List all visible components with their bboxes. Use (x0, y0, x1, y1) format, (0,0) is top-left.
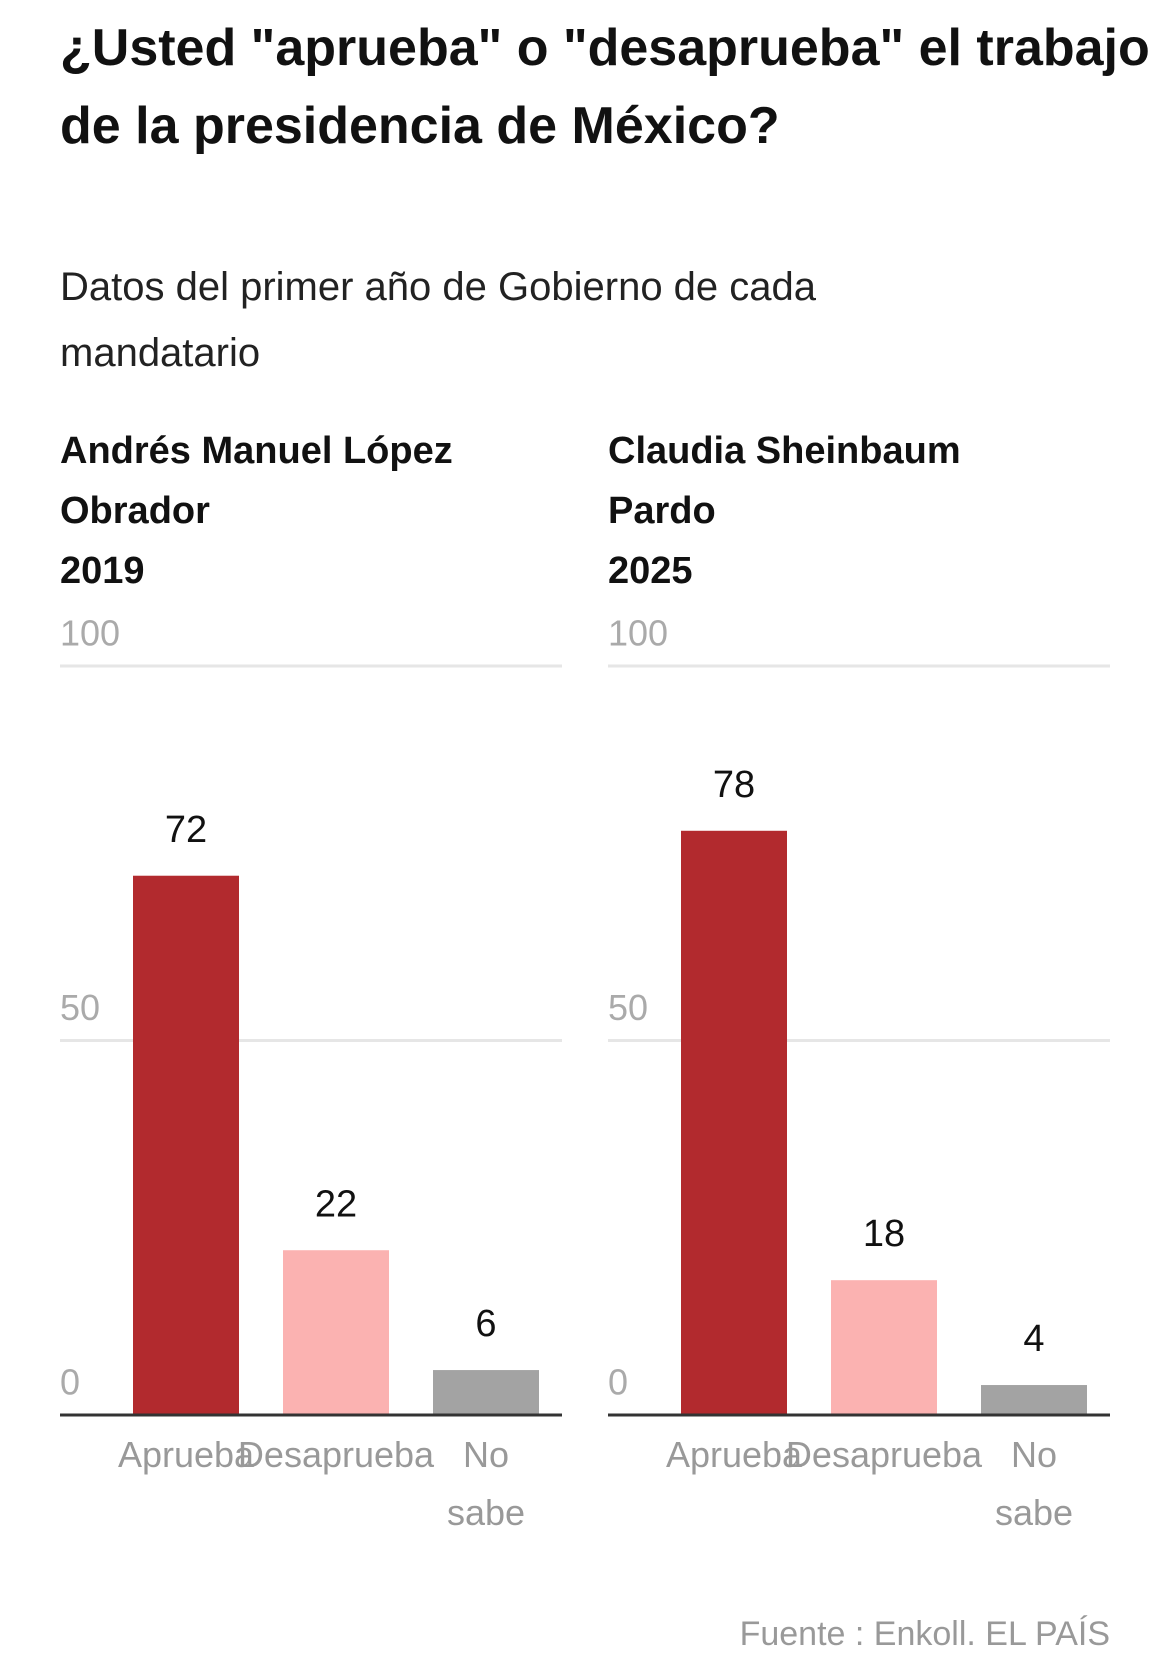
value-label: 6 (475, 1303, 496, 1345)
bar (283, 1250, 389, 1415)
value-label: 4 (1023, 1318, 1044, 1360)
bar (133, 875, 239, 1415)
chart-subtitle: 2019 (60, 550, 145, 592)
source: Fuente : Enkoll. EL PAÍS (740, 1615, 1110, 1653)
bar (831, 1280, 937, 1415)
x-tick-label: Desaprueba (238, 1434, 435, 1475)
x-tick-label: Desaprueba (786, 1434, 983, 1475)
y-tick-label: 50 (60, 987, 100, 1028)
x-tick-label: Aprueba (666, 1434, 803, 1475)
chart-subtitle: 2025 (608, 550, 693, 592)
y-tick-label: 100 (608, 613, 668, 654)
x-tick-label: No sabe (447, 1434, 525, 1533)
page-subtitle: Datos del primer año de Gobierno de cada… (60, 265, 817, 375)
chart-title: Andrés Manuel López Obrador (60, 430, 453, 532)
bar (981, 1385, 1087, 1415)
value-label: 78 (713, 764, 755, 806)
value-label: 18 (863, 1213, 905, 1255)
y-tick-label: 0 (608, 1362, 628, 1403)
bar (433, 1370, 539, 1415)
x-tick-label: No sabe (995, 1434, 1073, 1533)
value-label: 72 (165, 809, 207, 851)
chart-title: Claudia Sheinbaum Pardo (608, 430, 961, 532)
y-tick-label: 100 (60, 613, 120, 654)
y-tick-label: 50 (608, 987, 648, 1028)
page-title: ¿Usted "aprueba" o "desaprueba" el traba… (60, 19, 1150, 155)
value-label: 22 (315, 1183, 357, 1225)
x-tick-label: Aprueba (118, 1434, 255, 1475)
y-tick-label: 0 (60, 1362, 80, 1403)
bar (681, 830, 787, 1415)
